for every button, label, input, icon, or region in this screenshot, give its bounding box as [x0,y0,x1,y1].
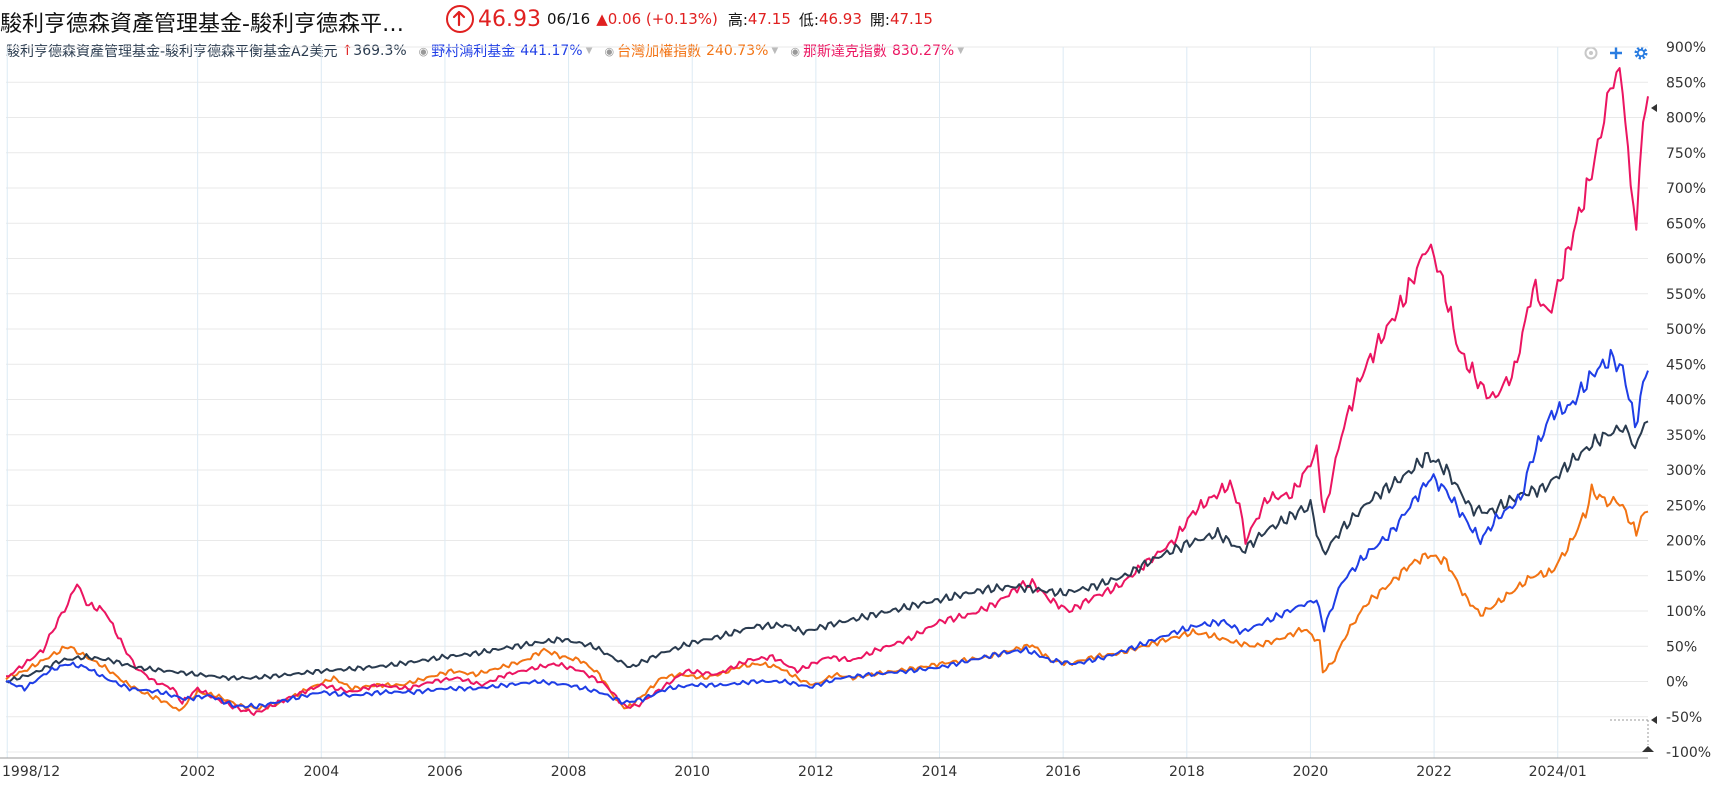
legend-name: 那斯達克指數 [802,44,887,60]
series-line [5,348,1649,710]
x-tick-label: 2014 [922,764,958,780]
max-marker-icon [1651,104,1657,112]
legend-name: 野村鴻利基金 [431,44,516,60]
x-tick-label: 2006 [427,764,463,780]
series-line [5,420,1649,684]
x-tick-label: 2018 [1169,764,1205,780]
up-arrow-icon: ↑ [341,43,354,59]
y-tick-label: 350% [1666,428,1706,444]
x-tick-label: 2012 [798,764,834,780]
min-marker-icon [1651,716,1657,724]
performance-chart[interactable]: -100% -50% 0% 50% 100% 150% 200% 250% 300% 350% 40… [0,40,1715,787]
x-tick-label: 2016 [1045,764,1081,780]
plus-icon [1610,47,1622,59]
dropdown-triangle-icon[interactable]: ▼ [585,46,593,56]
y-tick-label: 700% [1666,181,1706,197]
y-tick-label: 800% [1666,111,1706,127]
price-change: ▲0.06 (+0.13%) [596,10,718,28]
up-arrow-circle-icon [446,5,474,33]
y-tick-label: 150% [1666,569,1706,585]
current-price: 46.93 [478,6,541,32]
y-tick-label: 550% [1666,287,1706,303]
low-value: 46.93 [818,10,862,28]
high-label: 高: [727,10,748,29]
eye-icon[interactable]: ◉ [790,44,800,58]
y-tick-label: 900% [1666,40,1706,56]
gear-icon [1634,46,1648,60]
y-tick-label: -100% [1666,745,1711,761]
high-value: 47.15 [747,10,791,28]
x-tick-label: 2022 [1416,764,1452,780]
y-tick-label: 0% [1666,675,1688,691]
series-line [5,483,1649,712]
scroll-up-icon [1642,746,1654,752]
low-label: 低: [798,10,819,29]
x-tick-label: 2010 [674,764,710,780]
legend-name: 台灣加權指數 [617,44,702,60]
y-tick-label: 500% [1666,322,1706,338]
y-tick-label: 450% [1666,357,1706,373]
eye-icon[interactable]: ◉ [418,44,429,58]
x-tick-label: 2024/01 [1529,764,1587,780]
legend-name: 駿利亨德森資產管理基金-駿利亨德森平衡基金A2美元 [6,44,338,60]
header: 駿利亨德森資產管理基金-駿利亨德森平… 46.93 06/16 ▲0.06 (+… [0,0,1715,40]
y-tick-label: 400% [1666,393,1706,409]
x-tick-label: 2002 [180,764,216,780]
y-tick-label: -50% [1666,710,1702,726]
settings-button[interactable] [1632,44,1650,62]
y-tick-label: 100% [1666,604,1706,620]
x-tick-label: 2004 [303,764,339,780]
fund-title: 駿利亨德森資產管理基金-駿利亨德森平… [0,12,404,37]
x-tick-label: 2008 [551,764,587,780]
y-tick-label: 600% [1666,252,1706,268]
dropdown-triangle-icon[interactable]: ▼ [957,46,965,56]
y-tick-label: 200% [1666,534,1706,550]
y-tick-label: 50% [1666,639,1697,655]
y-tick-label: 850% [1666,75,1706,91]
dropdown-triangle-icon[interactable]: ▼ [771,46,779,56]
y-tick-label: 750% [1666,146,1706,162]
add-button[interactable] [1607,44,1625,62]
price-summary: 46.93 06/16 ▲0.06 (+0.13%) 高: 47.15 低: 46.… [446,5,941,33]
y-tick-label: 300% [1666,463,1706,479]
price-date: 06/16 [546,10,591,28]
x-tick-label: 2020 [1293,764,1329,780]
x-tick-label: 1998/12 [2,764,60,780]
open-value: 47.15 [889,10,933,28]
y-tick-label: 250% [1666,498,1706,514]
series-line [6,67,1649,716]
eye-icon[interactable]: ◉ [604,44,615,58]
y-tick-label: 650% [1666,216,1706,232]
open-label: 開: [869,10,890,29]
